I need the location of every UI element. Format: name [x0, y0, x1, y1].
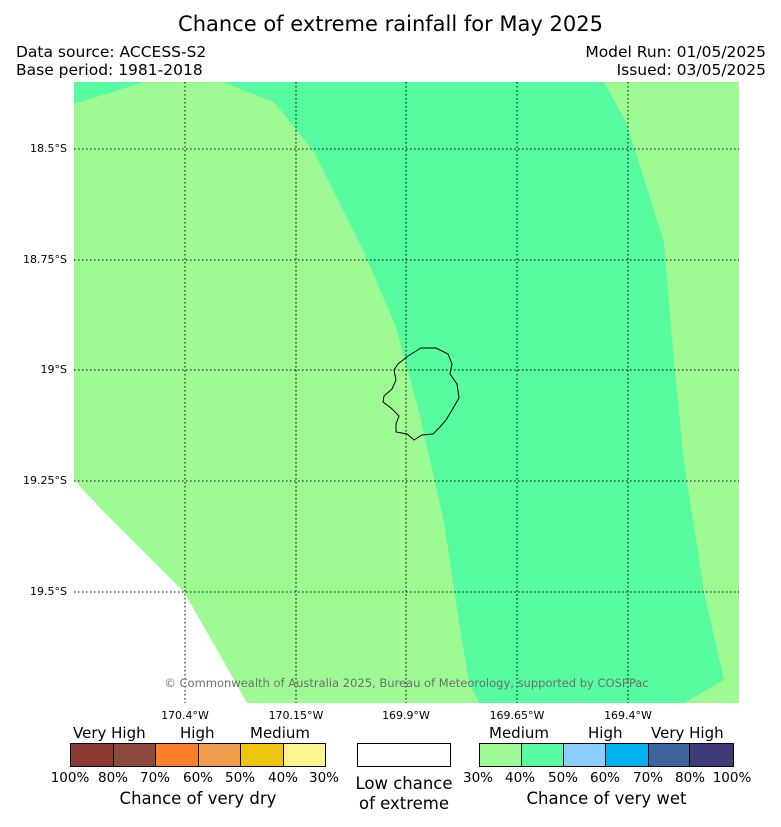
latitude-label: 19°S — [40, 363, 67, 376]
legend-wet-colorbar — [479, 743, 734, 767]
legend-wet-percent: 30% — [462, 770, 493, 786]
map-title: Chance of extreme rainfall for May 2025 — [178, 12, 603, 36]
legend-swatch — [241, 744, 284, 766]
graticule — [74, 82, 739, 703]
legend-wet-percent: 60% — [589, 770, 620, 786]
latitude-label: 18.75°S — [23, 253, 67, 266]
legend-wet-high: High — [588, 724, 623, 742]
legend-dry-percent: 80% — [97, 770, 128, 786]
legend-swatch — [648, 744, 691, 766]
legend-wet-very-high: Very High — [651, 724, 724, 742]
legend-swatch — [284, 744, 325, 766]
legend-wet-percent: 50% — [547, 770, 578, 786]
legend-dry-caption: Chance of very dry — [119, 789, 277, 808]
island-outline — [382, 347, 460, 441]
longitude-label: 169.4°W — [604, 709, 652, 722]
legend-wet-medium: Medium — [489, 724, 549, 742]
longitude-label: 170.4°W — [161, 709, 209, 722]
legend-low-line1: Low chance — [355, 774, 453, 793]
legend-low-caption: Low chance of extreme — [340, 774, 468, 814]
forecast-map — [74, 82, 739, 703]
legend-swatch — [606, 744, 649, 766]
legend-swatch — [690, 744, 733, 766]
latitude-label: 19.5°S — [30, 585, 67, 598]
latitude-label: 18.5°S — [30, 142, 67, 155]
latitude-label: 19.25°S — [23, 474, 67, 487]
run-info: Model Run: 01/05/2025 Issued: 03/05/2025 — [585, 43, 766, 79]
model-run: Model Run: 01/05/2025 — [585, 43, 766, 61]
legend-wet-percent: 40% — [504, 770, 535, 786]
legend-dry-percent: 40% — [267, 770, 298, 786]
legend-low-chance-swatch — [357, 743, 451, 767]
legend-low-line2: of extreme — [358, 794, 450, 813]
legend-swatch — [564, 744, 606, 766]
medium-40-region — [74, 82, 724, 703]
longitude-label: 170.15°W — [268, 709, 324, 722]
legend-swatch — [156, 744, 199, 766]
legend-dry-percent: 100% — [50, 770, 90, 786]
legend-dry-percent: 70% — [139, 770, 170, 786]
legend-swatch — [521, 744, 565, 766]
issued-date: Issued: 03/05/2025 — [616, 61, 766, 79]
legend-dry-percent: 60% — [182, 770, 213, 786]
legend-dry-colorbar — [70, 743, 326, 767]
source-info: Data source: ACCESS-S2 Base period: 1981… — [16, 43, 206, 79]
legend-swatch — [71, 744, 114, 766]
legend-wet-percent: 100% — [712, 770, 752, 786]
longitude-label: 169.9°W — [382, 709, 430, 722]
legend-dry-medium: Medium — [250, 724, 310, 742]
data-source: Data source: ACCESS-S2 — [16, 43, 207, 61]
legend-dry-very-high: Very High — [73, 724, 146, 742]
longitude-label: 169.65°W — [489, 709, 545, 722]
legend-swatch — [199, 744, 241, 766]
legend-wet-percent: 70% — [632, 770, 663, 786]
legend-wet-percent: 80% — [674, 770, 705, 786]
copyright-notice: © Commonwealth of Australia 2025, Bureau… — [164, 676, 649, 690]
legend-swatch — [480, 744, 522, 766]
base-period: Base period: 1981-2018 — [16, 61, 203, 79]
legend-dry-high: High — [180, 724, 215, 742]
legend-swatch — [114, 744, 156, 766]
legend-wet-caption: Chance of very wet — [526, 789, 687, 808]
legend-dry-percent: 50% — [224, 770, 255, 786]
legend-dry-percent: 30% — [308, 770, 339, 786]
